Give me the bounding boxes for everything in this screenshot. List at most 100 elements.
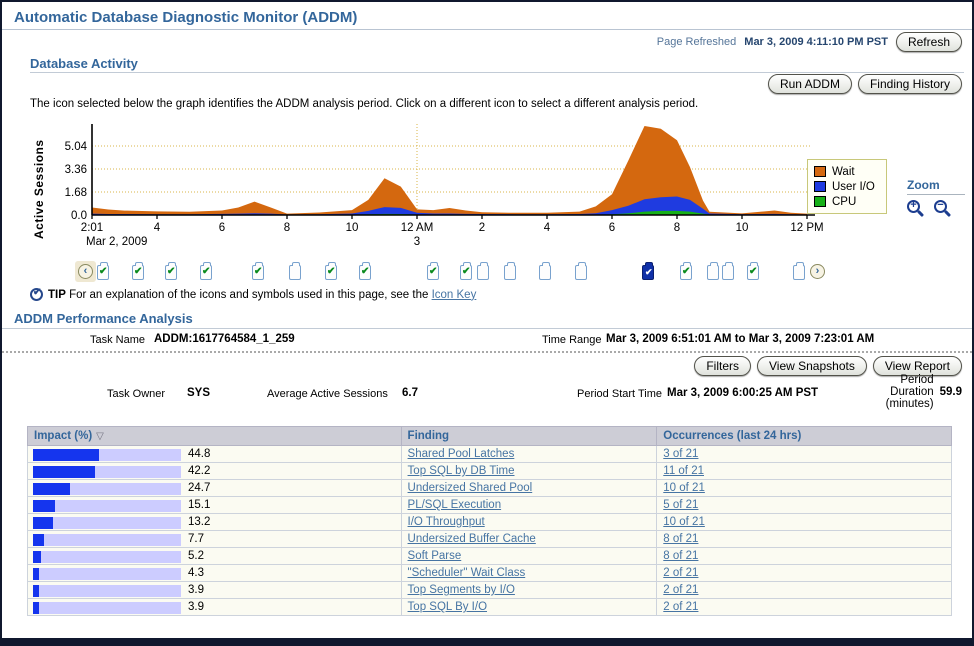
finding-link[interactable]: Top Segments by I/O <box>407 584 515 596</box>
finding-link[interactable]: PL/SQL Execution <box>407 499 502 511</box>
analysis-period-icon-selected[interactable] <box>642 262 654 280</box>
finding-link[interactable]: Soft Parse <box>407 550 462 562</box>
analysis-period-icon-checked[interactable] <box>680 262 692 280</box>
impact-cell: 7.7 <box>27 530 402 548</box>
impact-bar-track <box>33 500 181 512</box>
timeline-prev-icon[interactable]: ‹ <box>78 264 93 279</box>
impact-value: 5.2 <box>188 550 204 562</box>
legend-swatch-icon <box>814 196 826 207</box>
impact-cell: 3.9 <box>27 598 402 616</box>
analysis-period-icon-checked[interactable] <box>252 262 264 280</box>
page-title: Automatic Database Diagnostic Monitor (A… <box>14 9 358 26</box>
column-header-impact[interactable]: Impact (%) ▽ <box>27 426 402 446</box>
database-activity-divider <box>30 72 964 73</box>
finding-history-button[interactable]: Finding History <box>857 74 962 94</box>
analysis-period-icon-empty[interactable] <box>504 262 516 280</box>
finding-link[interactable]: Undersized Shared Pool <box>407 482 533 494</box>
finding-link[interactable]: "Scheduler" Wait Class <box>407 567 526 579</box>
task-name-value: ADDM:1617764584_1_259 <box>154 333 295 345</box>
legend-item: User I/O <box>814 179 880 194</box>
analysis-period-icon-checked[interactable] <box>747 262 759 280</box>
period-start-value: Mar 3, 2009 6:00:25 AM PST <box>667 387 819 399</box>
run-addm-button[interactable]: Run ADDM <box>767 74 852 94</box>
table-row: 4.3 "Scheduler" Wait Class 2 of 21 <box>27 564 952 582</box>
page-refreshed-time: Mar 3, 2009 4:11:10 PM PST <box>744 36 888 48</box>
svg-text:12 AM: 12 AM <box>401 222 434 234</box>
period-duration-block: Period Duration (minutes) 59.9 <box>878 374 962 410</box>
impact-value: 3.9 <box>188 584 204 596</box>
svg-text:1.68: 1.68 <box>65 187 87 199</box>
occurrences-link[interactable]: 8 of 21 <box>663 533 699 545</box>
occurrences-link[interactable]: 11 of 21 <box>663 465 704 477</box>
performance-analysis-heading: ADDM Performance Analysis <box>14 311 193 326</box>
occurrences-link[interactable]: 5 of 21 <box>663 499 699 511</box>
impact-cell: 3.9 <box>27 581 402 599</box>
analysis-period-icon-checked[interactable] <box>165 262 177 280</box>
analysis-period-icon-checked[interactable] <box>132 262 144 280</box>
occurrences-link[interactable]: 2 of 21 <box>663 584 699 596</box>
impact-bar-track <box>33 551 181 563</box>
impact-value: 42.2 <box>188 465 211 477</box>
occurrences-link[interactable]: 3 of 21 <box>663 448 699 460</box>
avg-active-sessions-value: 6.7 <box>402 387 418 399</box>
analysis-period-icon-checked[interactable] <box>460 262 472 280</box>
svg-text:2: 2 <box>479 222 485 234</box>
column-header-finding[interactable]: Finding <box>400 426 658 446</box>
occurrences-link[interactable]: 2 of 21 <box>663 567 699 579</box>
analysis-period-icon-empty[interactable] <box>289 262 301 280</box>
analysis-period-icon-empty[interactable] <box>477 262 489 280</box>
impact-bar-fill <box>33 517 53 529</box>
svg-text:0.0: 0.0 <box>71 210 87 222</box>
chart-y-axis-label: Active Sessions <box>32 139 46 239</box>
view-snapshots-button[interactable]: View Snapshots <box>757 356 867 376</box>
occurrences-link[interactable]: 8 of 21 <box>663 550 699 562</box>
impact-bar-fill <box>33 602 39 614</box>
analysis-period-icon-empty[interactable] <box>575 262 587 280</box>
timeline-next-icon[interactable]: › <box>810 264 825 279</box>
performance-analysis-divider <box>2 328 972 329</box>
impact-cell: 24.7 <box>27 479 402 497</box>
analysis-period-icon-checked[interactable] <box>97 262 109 280</box>
finding-link[interactable]: Top SQL by DB Time <box>407 465 515 477</box>
svg-text:12 PM: 12 PM <box>790 222 823 234</box>
icon-key-link[interactable]: Icon Key <box>431 288 477 301</box>
zoom-in-icon[interactable]: + <box>907 199 920 213</box>
legend-item: CPU <box>814 194 880 209</box>
analysis-period-icon-checked[interactable] <box>427 262 439 280</box>
task-owner-label: Task Owner <box>107 388 166 400</box>
impact-bar-track <box>33 517 181 529</box>
column-header-occurrences[interactable]: Occurrences (last 24 hrs) <box>656 426 952 446</box>
analysis-period-icon-checked[interactable] <box>359 262 371 280</box>
task-owner-value: SYS <box>187 387 211 399</box>
view-report-button[interactable]: View Report <box>872 356 962 376</box>
analysis-period-icon-checked[interactable] <box>325 262 337 280</box>
finding-link[interactable]: Undersized Buffer Cache <box>407 533 536 545</box>
zoom-out-icon[interactable]: − <box>934 199 947 213</box>
analysis-period-icon-checked[interactable] <box>200 262 212 280</box>
svg-text:10: 10 <box>346 222 359 234</box>
occurrences-link[interactable]: 2 of 21 <box>663 601 699 613</box>
avg-active-sessions-label: Average Active Sessions <box>267 388 388 400</box>
occurrences-link[interactable]: 10 of 21 <box>663 516 705 528</box>
impact-bar-track <box>33 602 181 614</box>
finding-link[interactable]: I/O Throughput <box>407 516 485 528</box>
finding-link[interactable]: Top SQL By I/O <box>407 601 488 613</box>
tip-line: TIP For an explanation of the icons and … <box>30 287 477 301</box>
impact-bar-track <box>33 483 181 495</box>
legend-swatch-icon <box>814 181 826 192</box>
finding-link[interactable]: Shared Pool Latches <box>407 448 515 460</box>
analysis-period-icon-empty[interactable] <box>539 262 551 280</box>
impact-cell: 15.1 <box>27 496 402 514</box>
table-row: 24.7 Undersized Shared Pool 10 of 21 <box>27 479 952 497</box>
svg-text:4: 4 <box>544 222 551 234</box>
occurrences-link[interactable]: 10 of 21 <box>663 482 705 494</box>
analysis-period-icon-empty[interactable] <box>722 262 734 280</box>
refresh-button[interactable]: Refresh <box>895 32 962 52</box>
filters-button[interactable]: Filters <box>694 356 751 376</box>
impact-value: 3.9 <box>188 601 204 613</box>
impact-bar-track <box>33 534 181 546</box>
analysis-period-icon-empty[interactable] <box>793 262 805 280</box>
impact-bar-track <box>33 568 181 580</box>
analysis-period-icon-empty[interactable] <box>707 262 719 280</box>
